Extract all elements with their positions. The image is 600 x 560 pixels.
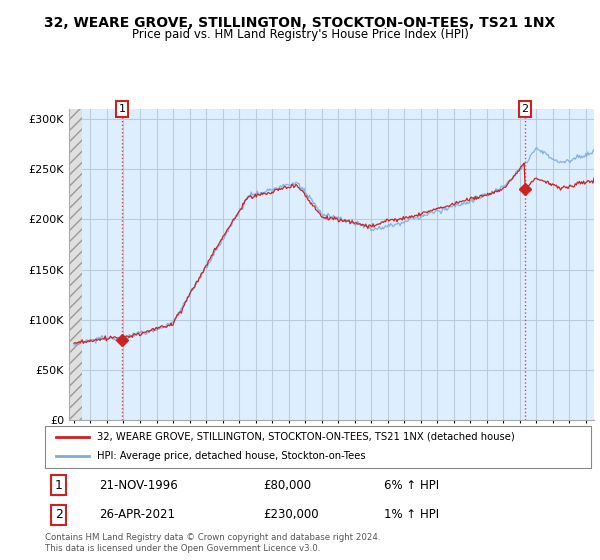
Text: Contains HM Land Registry data © Crown copyright and database right 2024.
This d: Contains HM Land Registry data © Crown c… bbox=[45, 533, 380, 553]
Text: £80,000: £80,000 bbox=[263, 479, 311, 492]
Text: 26-APR-2021: 26-APR-2021 bbox=[100, 508, 176, 521]
Text: 2: 2 bbox=[55, 508, 62, 521]
Text: 1: 1 bbox=[55, 479, 62, 492]
FancyBboxPatch shape bbox=[45, 426, 591, 468]
Text: 32, WEARE GROVE, STILLINGTON, STOCKTON-ON-TEES, TS21 1NX (detached house): 32, WEARE GROVE, STILLINGTON, STOCKTON-O… bbox=[97, 432, 515, 442]
Text: 2: 2 bbox=[521, 104, 529, 114]
Text: 32, WEARE GROVE, STILLINGTON, STOCKTON-ON-TEES, TS21 1NX: 32, WEARE GROVE, STILLINGTON, STOCKTON-O… bbox=[44, 16, 556, 30]
Text: Price paid vs. HM Land Registry's House Price Index (HPI): Price paid vs. HM Land Registry's House … bbox=[131, 28, 469, 41]
Text: £230,000: £230,000 bbox=[263, 508, 319, 521]
Text: 1: 1 bbox=[118, 104, 125, 114]
Text: 1% ↑ HPI: 1% ↑ HPI bbox=[383, 508, 439, 521]
Text: 6% ↑ HPI: 6% ↑ HPI bbox=[383, 479, 439, 492]
Text: HPI: Average price, detached house, Stockton-on-Tees: HPI: Average price, detached house, Stoc… bbox=[97, 451, 365, 461]
Text: 21-NOV-1996: 21-NOV-1996 bbox=[100, 479, 178, 492]
Bar bbox=[69, 109, 82, 420]
